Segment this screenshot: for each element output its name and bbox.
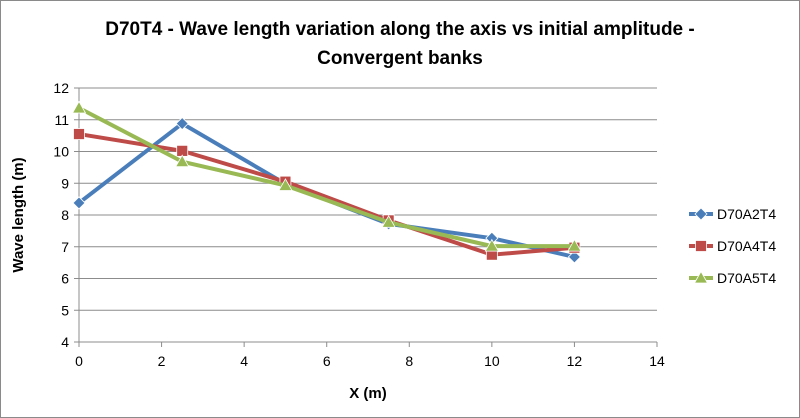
x-tick-label: 6	[323, 353, 331, 369]
legend-label: D70A5T4	[717, 270, 776, 286]
y-axis-label: Wave length (m)	[10, 157, 27, 272]
chart-title-line-2: Convergent banks	[317, 48, 483, 69]
legend: D70A2T4 D70A4T4 D70A5T4	[689, 206, 776, 286]
data-point	[567, 250, 581, 264]
legend-item: D70A4T4	[689, 238, 776, 254]
series-line	[77, 132, 577, 257]
x-tick-label: 4	[240, 353, 248, 369]
x-tick-label: 0	[75, 353, 83, 369]
data-point	[71, 100, 87, 114]
y-tick-label: 7	[61, 239, 69, 255]
x-axis-label: X (m)	[349, 385, 387, 402]
data-point	[567, 238, 582, 252]
data-point	[72, 196, 86, 210]
data-point	[175, 154, 190, 168]
legend-item: D70A5T4	[689, 270, 776, 286]
x-tick-label: 14	[649, 353, 665, 369]
legend-marker	[695, 240, 707, 252]
x-tick-label: 2	[158, 353, 166, 369]
x-tick-label: 8	[405, 353, 413, 369]
legend-marker	[694, 207, 708, 221]
x-tick-label: 12	[567, 353, 583, 369]
data-point	[484, 238, 500, 252]
series-layer	[71, 100, 582, 264]
y-tick-label: 10	[53, 144, 69, 160]
series-line	[77, 106, 577, 249]
data-point	[73, 128, 85, 140]
y-tick-label: 8	[61, 207, 69, 223]
data-point	[278, 178, 293, 191]
tick-labels: 4 5 6 7 8 9 10 11 12 0 2 4 6 8 10 12 14	[53, 80, 665, 369]
data-point	[381, 214, 396, 228]
legend-label: D70A2T4	[717, 206, 776, 222]
y-tick-label: 9	[61, 175, 69, 191]
y-tick-label: 6	[61, 271, 69, 287]
x-tick-label: 10	[484, 353, 500, 369]
legend-label: D70A4T4	[717, 238, 776, 254]
chart-title: D70T4 - Wave length variation along the …	[1, 15, 799, 73]
data-point	[175, 116, 189, 131]
chart-title-line-1: D70T4 - Wave length variation along the …	[105, 19, 695, 40]
legend-marker	[693, 270, 709, 284]
grid-lines	[79, 87, 657, 311]
y-tick-label: 4	[61, 334, 69, 350]
y-tick-label: 12	[53, 80, 69, 96]
series-D70A5T4	[71, 100, 582, 252]
y-tick-label: 11	[54, 112, 69, 128]
series-line	[77, 121, 577, 259]
axes	[74, 87, 658, 347]
legend-item: D70A2T4	[689, 206, 776, 222]
y-tick-label: 5	[61, 302, 69, 318]
series-D70A2T4	[72, 116, 581, 264]
